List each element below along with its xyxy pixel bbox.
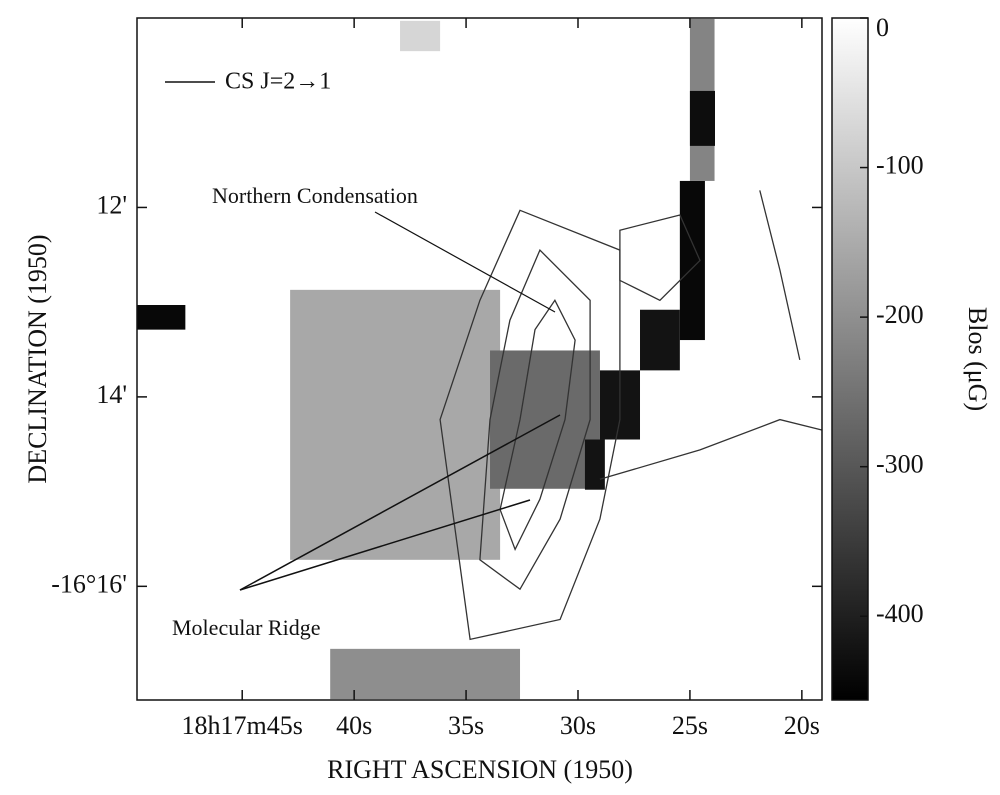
x-tick-label: 25s [672,711,708,740]
annotation-line [374,211,556,313]
colorbar-tick-label: -300 [876,450,924,479]
colorbar-label: Blos (μG) [963,307,992,411]
contour [619,214,701,302]
pixel-block [400,20,441,52]
pixel-block [330,648,521,700]
pixel-block [679,180,705,341]
x-tick-label: 35s [448,711,484,740]
y-tick-label: -16°16' [51,569,127,598]
annotation-line [239,499,531,591]
annotation: Northern Condensation [212,183,418,208]
x-tick-label: 18h17m45s [182,711,303,740]
x-axis-label: RIGHT ASCENSION (1950) [327,755,633,784]
x-tick-label: 20s [784,711,820,740]
pixel-block [584,439,605,490]
pixel-block [689,90,715,146]
x-tick-label: 30s [560,711,596,740]
contour [599,418,822,480]
annotation: Molecular Ridge [172,615,320,640]
contour [759,190,801,361]
contour [479,248,591,591]
colorbar [831,17,869,701]
contour [439,209,621,641]
y-tick-label: 12' [96,190,127,219]
plot-frame [136,17,823,701]
colorbar-tick-label: -400 [876,599,924,628]
map-area [137,18,822,700]
y-tick-label: 14' [96,380,127,409]
colorbar-tick-label: -200 [876,300,924,329]
contour [499,299,576,552]
legend-label: CS J=2→1 [225,69,331,95]
pixel-block [290,289,501,560]
y-axis-label: DECLINATION (1950) [23,234,52,483]
colorbar-tick-label: -100 [876,151,924,180]
x-tick-label: 40s [336,711,372,740]
pixel-block [640,309,680,371]
colorbar-tick-label: 0 [876,13,889,42]
pixel-block [137,305,186,330]
annotation-line [239,414,561,591]
pixel-block [490,350,600,489]
